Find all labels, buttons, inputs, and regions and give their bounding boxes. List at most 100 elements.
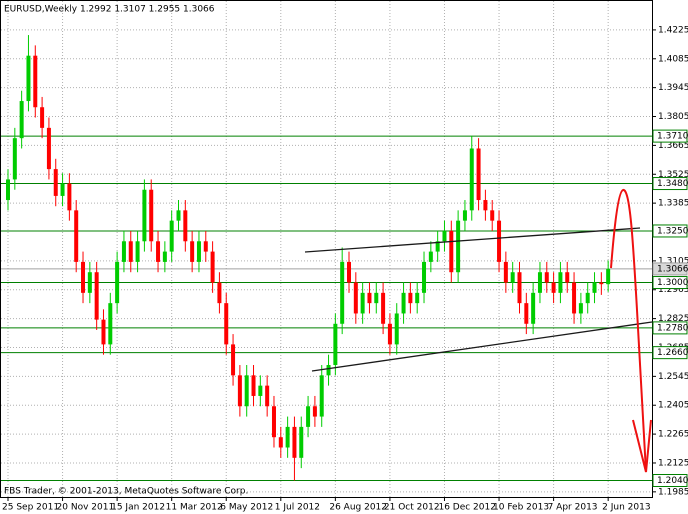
level-label: 1.3710: [657, 132, 688, 142]
candle-body: [6, 179, 10, 201]
candle-body: [401, 292, 406, 314]
candle-body: [503, 261, 508, 283]
candle-body: [94, 272, 99, 320]
candle-body: [510, 272, 515, 283]
candle-body: [224, 303, 229, 345]
candle-body: [60, 183, 65, 196]
candle-body: [326, 365, 331, 376]
candle-body: [278, 437, 283, 448]
candle-body: [456, 220, 461, 273]
level-label: 1.2040: [657, 476, 688, 486]
candle-body: [183, 210, 188, 242]
forecast-arrow: [610, 189, 647, 473]
candle-body: [558, 272, 563, 293]
candle-body: [40, 107, 45, 128]
candle-body: [176, 210, 181, 221]
candle-body: [531, 292, 536, 324]
level-label: 1.3000: [657, 278, 688, 288]
candle-body: [524, 303, 529, 324]
candle-body: [135, 241, 140, 262]
candle-body: [394, 313, 399, 345]
candle-body: [572, 282, 577, 314]
level-label: 1.3480: [657, 179, 688, 189]
candle-body: [271, 406, 276, 438]
level-label: 1.3250: [657, 226, 688, 236]
candle-body: [306, 406, 311, 427]
candle-body: [12, 138, 17, 180]
candle-body: [428, 251, 433, 262]
y-tick-label: 1.2125: [658, 458, 688, 468]
x-tick-label: 20 Nov 2011: [57, 503, 115, 513]
candle-body: [149, 189, 154, 242]
candle-body: [592, 282, 597, 293]
candle-body: [537, 272, 542, 293]
x-tick-label: 21 Oct 2012: [384, 503, 440, 513]
candle-body: [497, 220, 502, 262]
x-tick-label: 16 Dec 2012: [438, 503, 496, 513]
copyright: FBS Trader, © 2001-2013, MetaQuotes Soft…: [4, 487, 248, 497]
candle-body: [340, 261, 345, 324]
x-tick-label: 25 Sep 2011: [2, 503, 59, 513]
level-label-box: [652, 276, 688, 290]
x-tick-label: 11 Mar 2012: [166, 503, 223, 513]
level-label-box: [652, 346, 688, 360]
level-label-box: [652, 474, 688, 488]
y-tick-label: 1.2545: [658, 372, 688, 382]
candle-body: [476, 148, 481, 201]
candle-body: [544, 272, 549, 283]
chart-title: EURUSD,Weekly 1.2992 1.3107 1.2955 1.306…: [4, 5, 215, 15]
candle-body: [210, 251, 215, 283]
candle-body: [196, 241, 201, 262]
candle-body: [442, 230, 447, 242]
y-tick-label: 1.4225: [658, 25, 688, 35]
candle-body: [74, 210, 79, 262]
candle-body: [26, 55, 31, 102]
y-tick-label: 1.1985: [658, 487, 688, 497]
y-tick-label: 1.3525: [658, 170, 688, 180]
level-label-box: [652, 177, 688, 191]
y-tick-label: 1.3385: [658, 199, 688, 209]
candle-body: [565, 272, 570, 283]
level-label: 1.2660: [657, 348, 688, 358]
candle-body: [33, 55, 38, 108]
x-tick-label: 6 May 2012: [220, 503, 273, 513]
candle-body: [599, 282, 604, 285]
candle-body: [258, 385, 263, 396]
trendline: [304, 227, 641, 253]
candle-body: [381, 292, 386, 324]
x-tick-label: 1 Jul 2012: [275, 503, 320, 513]
candle-body: [162, 251, 167, 262]
candle-body: [156, 241, 161, 262]
x-tick-label: 7 Apr 2013: [548, 503, 598, 513]
candle-body: [169, 220, 174, 252]
candle-body: [578, 303, 583, 314]
candle-body: [190, 241, 195, 262]
arrow-head: [632, 419, 652, 473]
x-tick-label: 2 Jun 2013: [602, 503, 650, 513]
candle-body: [53, 169, 58, 196]
y-tick-label: 1.2265: [658, 430, 688, 440]
candle-body: [265, 385, 270, 407]
candle-body: [483, 200, 488, 211]
y-tick-label: 1.2965: [658, 285, 688, 295]
candle-body: [387, 323, 392, 345]
candle-body: [115, 261, 120, 304]
candle-body: [517, 272, 522, 304]
candle-body: [142, 189, 147, 242]
candle-body: [231, 344, 236, 376]
y-tick-label: 1.3105: [658, 256, 688, 266]
level-label-box: [652, 321, 688, 335]
x-tick-label: 26 Aug 2012: [329, 503, 387, 513]
y-tick-label: 1.3665: [658, 141, 688, 151]
candle-body: [251, 375, 256, 396]
candle-body: [347, 261, 351, 283]
y-tick-label: 1.2405: [658, 401, 688, 411]
candle-body: [585, 292, 590, 304]
level-label-box: [652, 224, 688, 238]
candle-body: [46, 127, 51, 170]
candle-body: [299, 426, 304, 458]
candle-body: [415, 292, 420, 304]
candle-body: [244, 375, 249, 407]
candle-body: [319, 375, 324, 417]
